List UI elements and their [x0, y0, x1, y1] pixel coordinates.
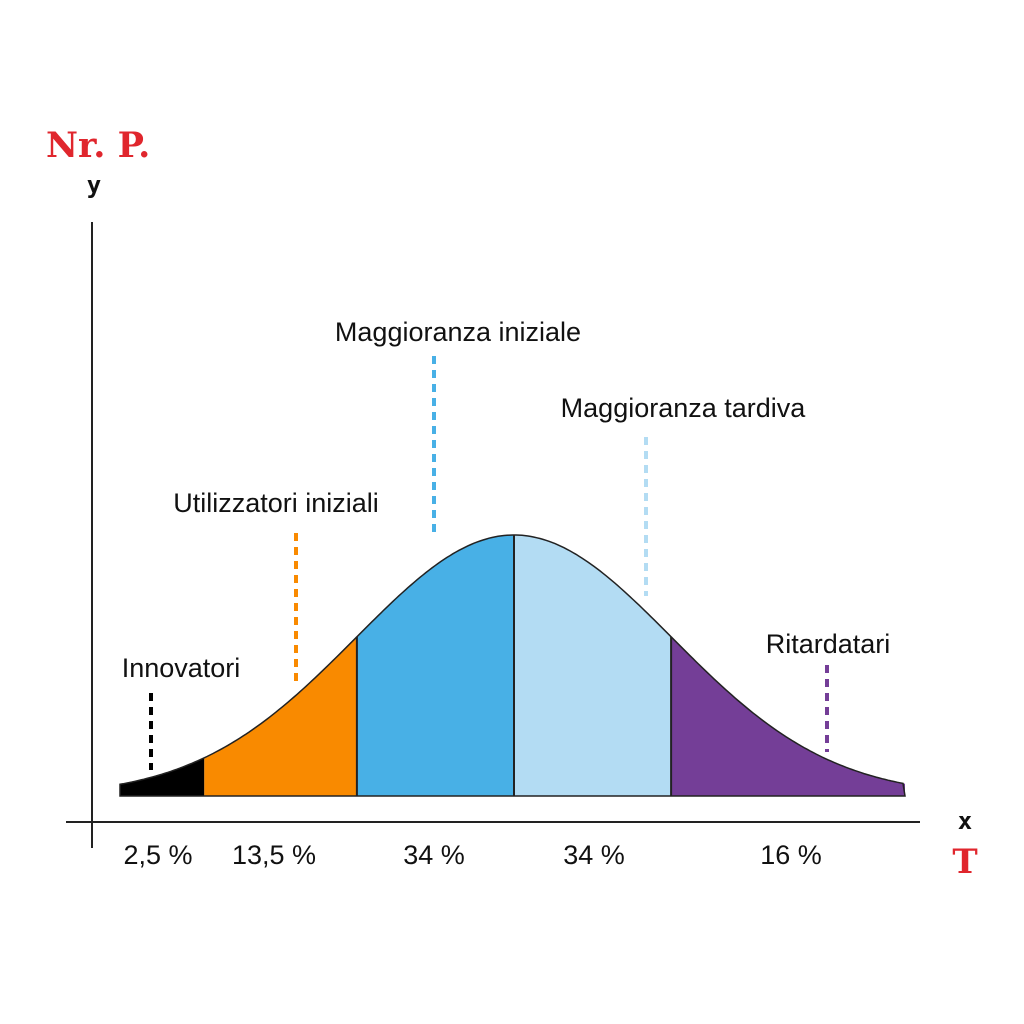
segment-label-innovatori: Innovatori — [122, 653, 241, 683]
segment-label-maggioranza-iniziale: Maggioranza iniziale — [335, 317, 581, 347]
percent-label-ritardatari: 16 % — [760, 840, 822, 870]
label-leader-lines — [149, 356, 829, 770]
percent-label-innovatori: 2,5 % — [123, 840, 192, 870]
y-axis-letter: y — [87, 171, 101, 199]
curve-segment-5 — [671, 636, 905, 796]
percent-label-maggioranza-iniziale: 34 % — [403, 840, 465, 870]
curve-areas — [120, 535, 905, 796]
x-axis-letter: x — [958, 807, 972, 835]
segment-label-ritardatari: Ritardatari — [766, 629, 891, 659]
y-axis-title: Nr. P. — [46, 125, 150, 166]
percent-label-utilizzatori-iniziali: 13,5 % — [232, 840, 316, 870]
x-axis-title: T — [952, 842, 977, 882]
curve-segment-3 — [356, 535, 514, 796]
segment-label-utilizzatori-iniziali: Utilizzatori iniziali — [173, 488, 379, 518]
percent-label-maggioranza-tardiva: 34 % — [563, 840, 625, 870]
bell-curve-outline — [119, 534, 906, 797]
curve-segment-2 — [204, 636, 357, 796]
segment-label-maggioranza-tardiva: Maggioranza tardiva — [561, 393, 807, 423]
segment-dividers — [355, 535, 673, 796]
curve-segment-4 — [514, 535, 672, 796]
